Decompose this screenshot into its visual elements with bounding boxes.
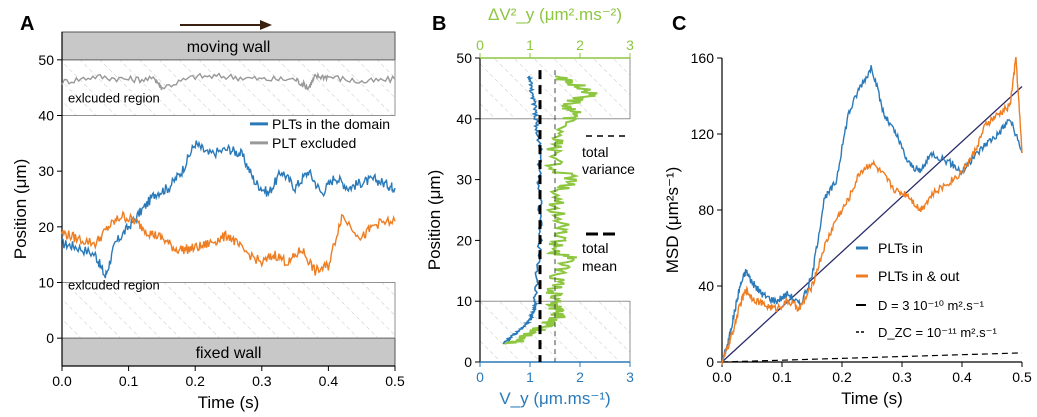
x-tick-label-top: 3 <box>626 37 634 53</box>
annotation-mean-2: mean <box>582 258 617 274</box>
x-tick-label: 0.3 <box>892 369 912 385</box>
legend-entry-plts-in: PLTs in <box>878 240 923 256</box>
fit-line-dzc <box>721 352 1023 363</box>
y-tick-label: 0 <box>464 354 472 370</box>
y-axis-label: MSD (μm²s⁻¹) <box>663 167 682 274</box>
x-tick-label-top: 2 <box>576 37 584 53</box>
x-tick-label: 0.2 <box>185 373 205 389</box>
x-tick-label-bottom: 1 <box>526 369 534 385</box>
y-tick-label: 0 <box>46 330 54 346</box>
y-tick-label: 40 <box>38 108 54 124</box>
x-axis-label-bottom: V_y (μm.ms⁻¹) <box>499 389 610 408</box>
x-tick-label-bottom: 3 <box>626 369 634 385</box>
series-line-2 <box>61 210 396 276</box>
x-tick-label: 0.5 <box>1012 369 1032 385</box>
x-tick-label: 0.3 <box>252 373 272 389</box>
y-tick-label: 40 <box>698 278 714 294</box>
x-axis-label: Time (s) <box>841 389 903 408</box>
panel-label-b: B <box>432 13 446 35</box>
y-tick-label: 0 <box>706 354 714 370</box>
y-axis-label: Position (μm) <box>425 170 444 270</box>
y-tick-label: 80 <box>698 202 714 218</box>
x-tick-label: 0.0 <box>712 369 732 385</box>
legend-entry: PLTs in the domain <box>272 116 390 132</box>
series-line-0 <box>61 140 396 279</box>
x-axis-label: Time (s) <box>198 393 260 412</box>
y-tick-label: 30 <box>456 172 472 188</box>
x-tick-label: 0.4 <box>952 369 972 385</box>
excluded-region-top <box>61 59 396 116</box>
legend-entry-d: D = 3 10⁻¹⁰ m².s⁻¹ <box>878 298 985 313</box>
y-tick-label: 10 <box>38 275 54 291</box>
y-tick-label: 30 <box>38 163 54 179</box>
y-tick-label: 10 <box>456 293 472 309</box>
y-tick-label: 20 <box>38 219 54 235</box>
y-tick-label: 120 <box>691 126 715 142</box>
annotation-variance-1: total <box>582 144 608 160</box>
fixed-wall-band <box>61 337 396 367</box>
x-axis-label-top: ΔV²_y (μm².ms⁻²) <box>488 5 622 24</box>
excluded-region-bottom <box>61 282 396 339</box>
panel-label-a: A <box>20 13 34 35</box>
x-tick-label: 0.5 <box>385 373 405 389</box>
moving-wall-label: moving wall <box>187 39 271 56</box>
series-line-1 <box>61 71 396 91</box>
y-tick-label: 50 <box>38 52 54 68</box>
x-tick-label-top: 0 <box>476 37 484 53</box>
annotation-mean-1: total <box>582 240 608 256</box>
x-tick-label: 0.2 <box>832 369 852 385</box>
x-tick-label-bottom: 0 <box>476 369 484 385</box>
x-tick-label: 0.4 <box>319 373 339 389</box>
y-tick-label: 160 <box>691 50 715 66</box>
x-tick-label: 0.1 <box>119 373 139 389</box>
legend-entry-dzc: D_ZC = 10⁻¹¹ m².s⁻¹ <box>878 325 997 340</box>
annotation-variance-2: variance <box>582 161 635 177</box>
panel-label-c: C <box>672 13 686 35</box>
x-tick-label: 0.0 <box>52 373 72 389</box>
fit-line-d <box>721 86 1023 363</box>
direction-arrow-head <box>260 20 272 30</box>
y-tick-label: 50 <box>456 50 472 66</box>
series-variance-line <box>502 75 598 345</box>
legend-entry-plts-in-out: PLTs in & out <box>878 268 960 284</box>
y-tick-label: 40 <box>456 111 472 127</box>
msd-series-line-1 <box>721 56 1023 365</box>
panel-c-chart: C 0 40 80 120 160 0.0 0.1 0.2 0.3 0.4 0.5 Time (s) MS… <box>663 13 1032 408</box>
y-axis-label: Position (μm) <box>11 159 30 259</box>
x-tick-label-top: 1 <box>526 37 534 53</box>
excluded-region-label-top: exlcuded region <box>68 90 160 105</box>
legend-entry: PLT excluded <box>272 135 356 151</box>
x-tick-label: 0.1 <box>772 369 792 385</box>
x-tick-label-bottom: 2 <box>576 369 584 385</box>
y-tick-label: 20 <box>456 232 472 248</box>
msd-series-line-0 <box>721 65 1023 365</box>
excluded-region-label-bottom: exlcuded region <box>68 278 160 293</box>
fixed-wall-label: fixed wall <box>196 345 262 362</box>
